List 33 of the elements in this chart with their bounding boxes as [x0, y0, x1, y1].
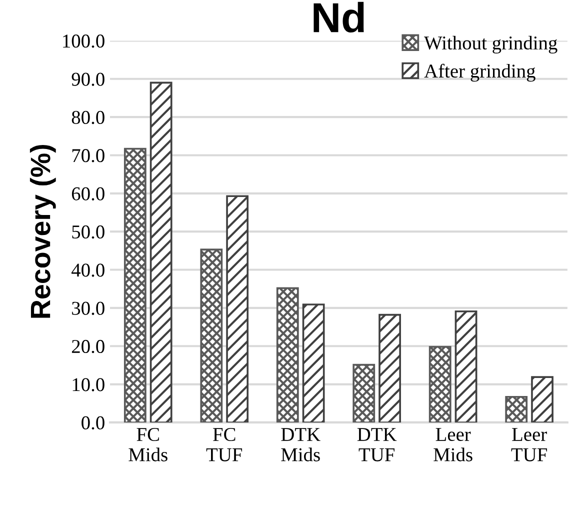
bar [531, 376, 554, 422]
bar [428, 346, 452, 422]
x-tick-label: Leer TUF [511, 428, 547, 462]
y-tick-label: 60.0 [72, 187, 104, 200]
bar [226, 195, 249, 422]
bar [200, 248, 223, 422]
y-tick-label: 100.0 [63, 34, 104, 48]
y-tick-label: 80.0 [72, 110, 104, 124]
y-tick-label: 0.0 [82, 416, 104, 430]
y-axis-title: Recovery (%) [30, 144, 56, 318]
x-tick-label: FC TUF [206, 428, 242, 462]
y-tick-label: 70.0 [72, 149, 104, 162]
y-tick-label: 40.0 [72, 264, 104, 277]
bar [352, 364, 376, 422]
bar [150, 82, 172, 422]
x-tick-label: DTK Mids [281, 428, 320, 462]
bar [124, 148, 146, 422]
y-tick-label: 90.0 [72, 72, 104, 86]
y-tick-label: 50.0 [72, 225, 104, 239]
x-tick-label: FC Mids [128, 428, 168, 462]
bar [302, 304, 325, 422]
x-tick-label: Leer Mids [434, 428, 472, 462]
legend-label: Without grinding [424, 36, 558, 54]
bar [276, 287, 299, 422]
bar [378, 314, 401, 422]
legend-label: After grinding [424, 64, 536, 82]
y-tick-label: 20.0 [72, 340, 104, 354]
chart-title: Nd [314, 2, 364, 32]
y-tick-label: 30.0 [72, 302, 104, 315]
bar [505, 396, 528, 422]
bar [454, 310, 478, 422]
x-tick-label: DTK TUF [357, 428, 397, 462]
y-tick-label: 10.0 [72, 378, 104, 392]
